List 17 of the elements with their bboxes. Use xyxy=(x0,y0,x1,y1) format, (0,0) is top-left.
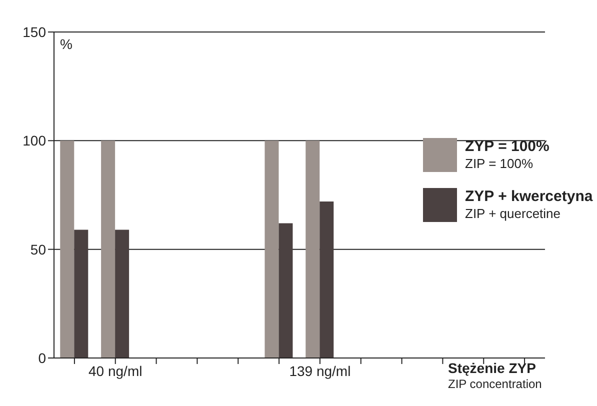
y-tick-label: 150 xyxy=(22,24,46,40)
y-tick-label: 100 xyxy=(22,132,46,149)
bar xyxy=(264,140,279,358)
y-tick-label: 50 xyxy=(30,241,46,258)
bar xyxy=(115,230,130,358)
bar xyxy=(74,230,88,358)
bar xyxy=(278,223,293,358)
bar xyxy=(306,140,320,358)
x-tick-label: 139 ng/ml xyxy=(289,362,351,379)
legend-label: ZYP + kwercetyna ZIP + quercetine xyxy=(465,188,593,222)
x-axis-title: Stężenie ZYP ZIP concentration xyxy=(448,360,542,392)
x-tick-label: 40 ng/ml xyxy=(88,362,142,379)
y-tick-label: 0 xyxy=(38,350,46,366)
bar xyxy=(101,140,116,358)
bar xyxy=(320,202,334,358)
y-axis-title: % xyxy=(60,36,72,52)
bar xyxy=(60,140,74,358)
